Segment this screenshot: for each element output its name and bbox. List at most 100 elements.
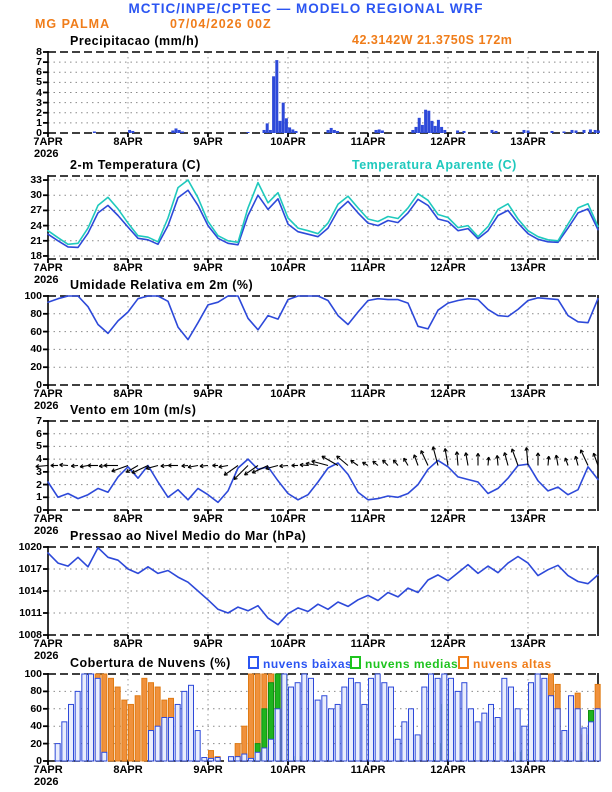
x-tick-label: 13APR bbox=[510, 388, 546, 400]
y-tick-label: 18 bbox=[30, 249, 42, 262]
y-tick-label: 20 bbox=[30, 737, 42, 750]
x-tick-label: 7APR bbox=[33, 388, 63, 400]
y-tick-label: 4 bbox=[36, 453, 42, 466]
legend-label: nuvens altas bbox=[473, 657, 552, 671]
x-axis-year-label: 2026 bbox=[34, 148, 59, 160]
x-tick-label: 9APR bbox=[193, 513, 223, 525]
x-tick-label: 7APR bbox=[33, 136, 63, 148]
y-tick-label: 4 bbox=[36, 86, 42, 99]
x-tick-label: 12APR bbox=[430, 764, 466, 776]
rh-title: Umidade Relativa em 2m (%) bbox=[70, 278, 254, 292]
temp-right-title: Temperatura Aparente (C) bbox=[352, 158, 517, 172]
legend-nuvens-baixas: nuvens baixas bbox=[248, 656, 352, 671]
y-tick-label: 6 bbox=[36, 66, 42, 79]
rh-plot bbox=[43, 295, 599, 389]
x-tick-label: 7APR bbox=[33, 638, 63, 650]
x-tick-label: 13APR bbox=[510, 513, 546, 525]
y-tick-label: 1017 bbox=[18, 563, 42, 575]
x-tick-label: 7APR bbox=[33, 764, 63, 776]
y-tick-label: 6 bbox=[36, 427, 42, 440]
x-tick-label: 10APR bbox=[270, 764, 306, 776]
temp-plot bbox=[43, 175, 599, 263]
x-axis-year-label: 2026 bbox=[34, 776, 59, 788]
y-tick-label: 7 bbox=[36, 56, 42, 69]
y-tick-label: 27 bbox=[30, 204, 42, 217]
x-tick-label: 10APR bbox=[270, 513, 306, 525]
x-tick-label: 8APR bbox=[113, 388, 143, 400]
x-axis-year-label: 2026 bbox=[34, 274, 59, 286]
legend-label: nuvens medias bbox=[365, 657, 459, 671]
y-tick-label: 1 bbox=[36, 116, 42, 129]
y-tick-label: 0 bbox=[36, 504, 42, 516]
x-tick-label: 11APR bbox=[350, 638, 386, 650]
x-tick-label: 12APR bbox=[430, 513, 466, 525]
y-tick-label: 60 bbox=[30, 702, 42, 715]
model-title: MCTIC/INPE/CPTEC — MODELO REGIONAL WRF bbox=[128, 1, 484, 16]
pres-title: Pressao ao Nivel Medio do Mar (hPa) bbox=[70, 529, 307, 543]
y-tick-label: 60 bbox=[30, 325, 42, 338]
y-tick-label: 8 bbox=[36, 46, 42, 58]
x-tick-label: 9APR bbox=[193, 136, 223, 148]
x-tick-label: 13APR bbox=[510, 764, 546, 776]
wind-title: Vento em 10m (m/s) bbox=[70, 403, 197, 417]
y-tick-label: 2 bbox=[36, 478, 42, 491]
y-tick-label: 3 bbox=[36, 96, 42, 109]
x-tick-label: 12APR bbox=[430, 136, 466, 148]
y-tick-label: 1008 bbox=[18, 629, 42, 641]
x-tick-label: 12APR bbox=[430, 262, 466, 274]
x-tick-label: 10APR bbox=[270, 136, 306, 148]
x-tick-label: 11APR bbox=[350, 764, 386, 776]
x-tick-label: 9APR bbox=[193, 638, 223, 650]
y-tick-label: 100 bbox=[24, 668, 42, 680]
x-tick-label: 7APR bbox=[33, 262, 63, 274]
legend-nuvens-medias: nuvens medias bbox=[350, 656, 458, 671]
x-tick-label: 11APR bbox=[350, 262, 386, 274]
y-tick-label: 5 bbox=[36, 440, 42, 453]
x-tick-label: 12APR bbox=[430, 638, 466, 650]
clouds-title: Cobertura de Nuvens (%) bbox=[70, 656, 231, 670]
legend-swatch-icon bbox=[350, 656, 361, 669]
pres-plot bbox=[43, 546, 599, 639]
x-tick-label: 10APR bbox=[270, 638, 306, 650]
x-tick-label: 13APR bbox=[510, 638, 546, 650]
x-tick-label: 8APR bbox=[113, 513, 143, 525]
x-tick-label: 13APR bbox=[510, 262, 546, 274]
y-tick-label: 7 bbox=[36, 415, 42, 427]
legend-swatch-icon bbox=[248, 656, 259, 669]
x-tick-label: 9APR bbox=[193, 764, 223, 776]
precip-plot bbox=[43, 51, 600, 137]
y-tick-label: 21 bbox=[30, 234, 42, 247]
y-tick-label: 100 bbox=[24, 290, 42, 302]
x-tick-label: 10APR bbox=[270, 388, 306, 400]
x-tick-label: 9APR bbox=[193, 262, 223, 274]
y-tick-label: 24 bbox=[30, 219, 42, 232]
y-tick-label: 20 bbox=[30, 361, 42, 374]
wind-plot bbox=[35, 420, 599, 514]
x-tick-label: 9APR bbox=[193, 388, 223, 400]
temp-title: 2-m Temperatura (C) bbox=[70, 158, 201, 172]
x-tick-label: 8APR bbox=[113, 262, 143, 274]
y-tick-label: 80 bbox=[30, 307, 42, 320]
y-tick-label: 1020 bbox=[18, 541, 42, 553]
legend-nuvens-altas: nuvens altas bbox=[458, 656, 552, 671]
y-tick-label: 80 bbox=[30, 685, 42, 698]
precip-title: Precipitacao (mm/h) bbox=[70, 34, 199, 48]
x-tick-label: 11APR bbox=[350, 388, 386, 400]
x-axis-year-label: 2026 bbox=[34, 400, 59, 412]
y-tick-label: 1011 bbox=[19, 607, 42, 619]
y-tick-label: 0 bbox=[36, 379, 42, 391]
x-axis-year-label: 2026 bbox=[34, 650, 59, 662]
y-tick-label: 5 bbox=[36, 76, 42, 89]
x-tick-label: 8APR bbox=[113, 638, 143, 650]
y-tick-label: 30 bbox=[30, 189, 42, 202]
y-tick-label: 1014 bbox=[18, 585, 42, 597]
legend-swatch-icon bbox=[458, 656, 469, 669]
x-tick-label: 8APR bbox=[113, 764, 143, 776]
clouds-plot bbox=[43, 673, 601, 765]
y-tick-label: 3 bbox=[36, 465, 42, 478]
y-tick-label: 2 bbox=[36, 106, 42, 119]
y-tick-label: 0 bbox=[36, 755, 42, 767]
legend-label: nuvens baixas bbox=[263, 657, 353, 671]
x-tick-label: 7APR bbox=[33, 513, 63, 525]
